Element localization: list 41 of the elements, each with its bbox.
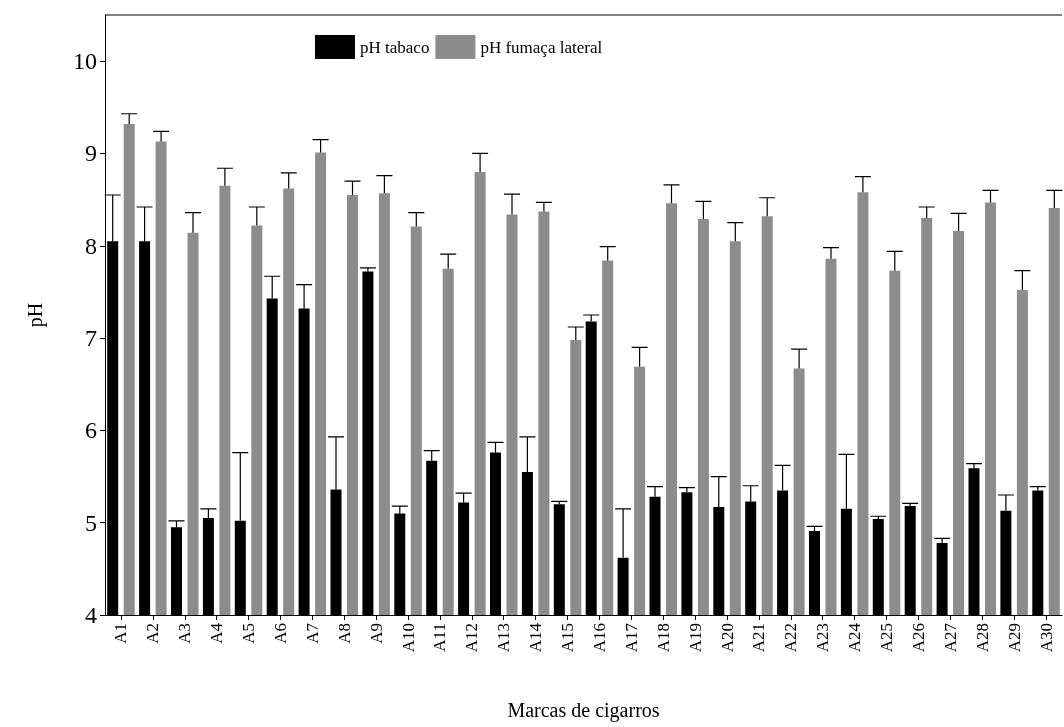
x-tick-label: A13 xyxy=(494,623,514,653)
x-tick-label: A3 xyxy=(175,623,195,644)
x-tick-label: A9 xyxy=(366,623,386,644)
x-tick-label: A16 xyxy=(589,623,609,653)
x-tick-label: A7 xyxy=(302,622,322,644)
x-tick-label: A30 xyxy=(1036,623,1056,653)
x-tick-label: A27 xyxy=(940,622,960,653)
y-axis-title: pH xyxy=(24,302,47,328)
y-tick-label: 4 xyxy=(85,602,97,628)
y-tick-label: 8 xyxy=(85,232,97,259)
x-tick-label: A21 xyxy=(749,623,769,653)
y-tick-label: 10 xyxy=(73,48,97,75)
x-tick-label: A25 xyxy=(877,623,897,653)
legend-label: pH fumaça lateral xyxy=(480,37,603,57)
x-tick-label: A28 xyxy=(972,623,992,653)
x-tick-label: A17 xyxy=(621,622,641,653)
x-tick-label: A2 xyxy=(143,623,163,644)
y-tick-label: 9 xyxy=(85,140,97,167)
x-tick-label: A22 xyxy=(781,623,801,653)
x-tick-label: A5 xyxy=(239,623,259,644)
x-tick-label: A23 xyxy=(813,623,833,653)
x-tick-label: A11 xyxy=(430,623,450,652)
x-tick-label: A15 xyxy=(558,623,578,653)
x-tick-label: A18 xyxy=(653,623,673,653)
x-tick-label: A29 xyxy=(1004,623,1024,653)
legend-label: pH tabaco xyxy=(360,37,430,57)
y-tick-label: 6 xyxy=(85,417,97,444)
x-tick-label: A8 xyxy=(334,623,354,644)
x-tick-label: A14 xyxy=(526,622,546,653)
x-tick-label: A12 xyxy=(462,623,482,653)
x-tick-label: A24 xyxy=(845,622,865,653)
y-tick-label: 5 xyxy=(85,509,97,536)
x-tick-label: A19 xyxy=(685,623,705,653)
x-tick-label: A26 xyxy=(908,623,928,653)
x-axis-title: Marcas de cigarros xyxy=(507,699,660,722)
x-tick-label: A10 xyxy=(398,623,418,653)
y-tick-label: 7 xyxy=(85,325,97,352)
x-tick-label: A6 xyxy=(270,623,290,644)
x-tick-label: A20 xyxy=(717,623,737,653)
x-tick-label: A4 xyxy=(207,622,227,644)
x-tick-label: A1 xyxy=(111,623,131,644)
